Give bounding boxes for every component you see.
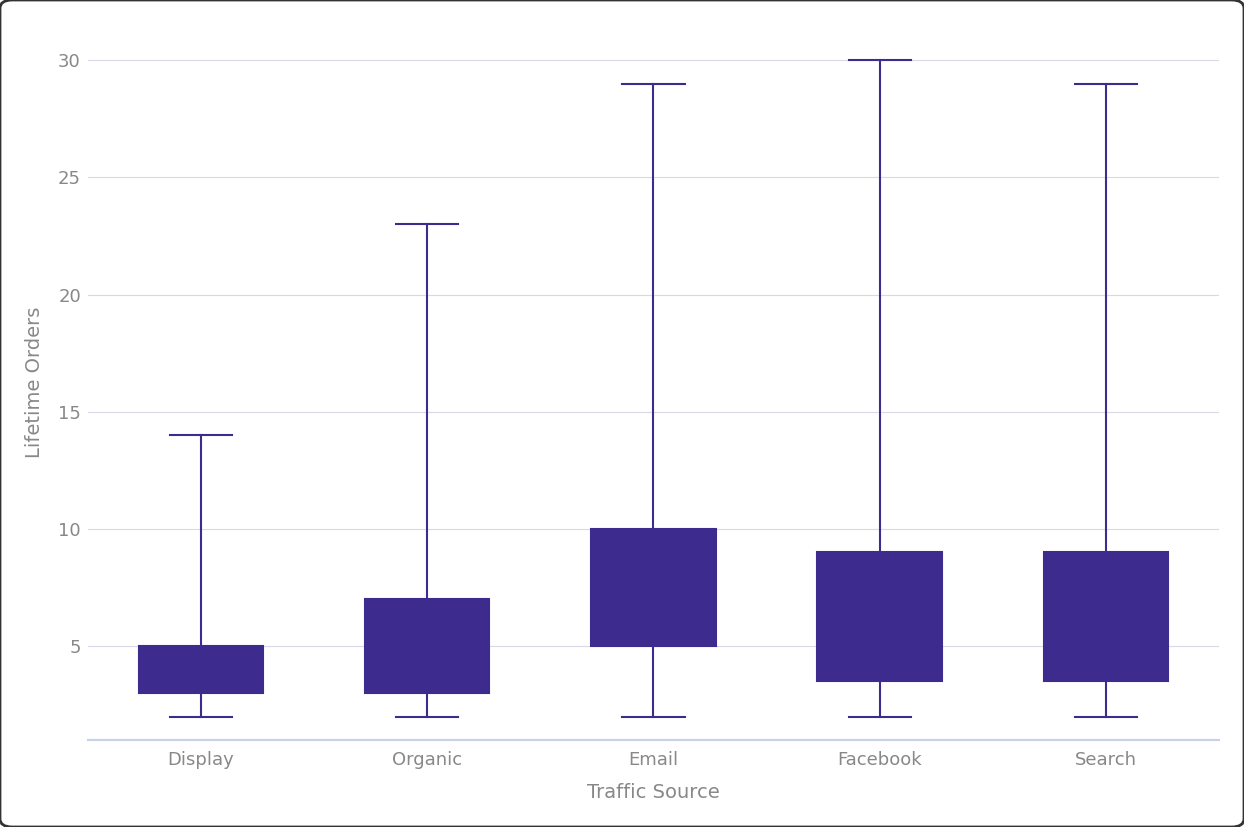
PathPatch shape	[1044, 552, 1168, 681]
PathPatch shape	[139, 646, 264, 693]
PathPatch shape	[591, 529, 715, 646]
PathPatch shape	[364, 600, 489, 693]
X-axis label: Traffic Source: Traffic Source	[587, 783, 720, 802]
Y-axis label: Lifetime Orders: Lifetime Orders	[25, 307, 44, 458]
PathPatch shape	[817, 552, 942, 681]
